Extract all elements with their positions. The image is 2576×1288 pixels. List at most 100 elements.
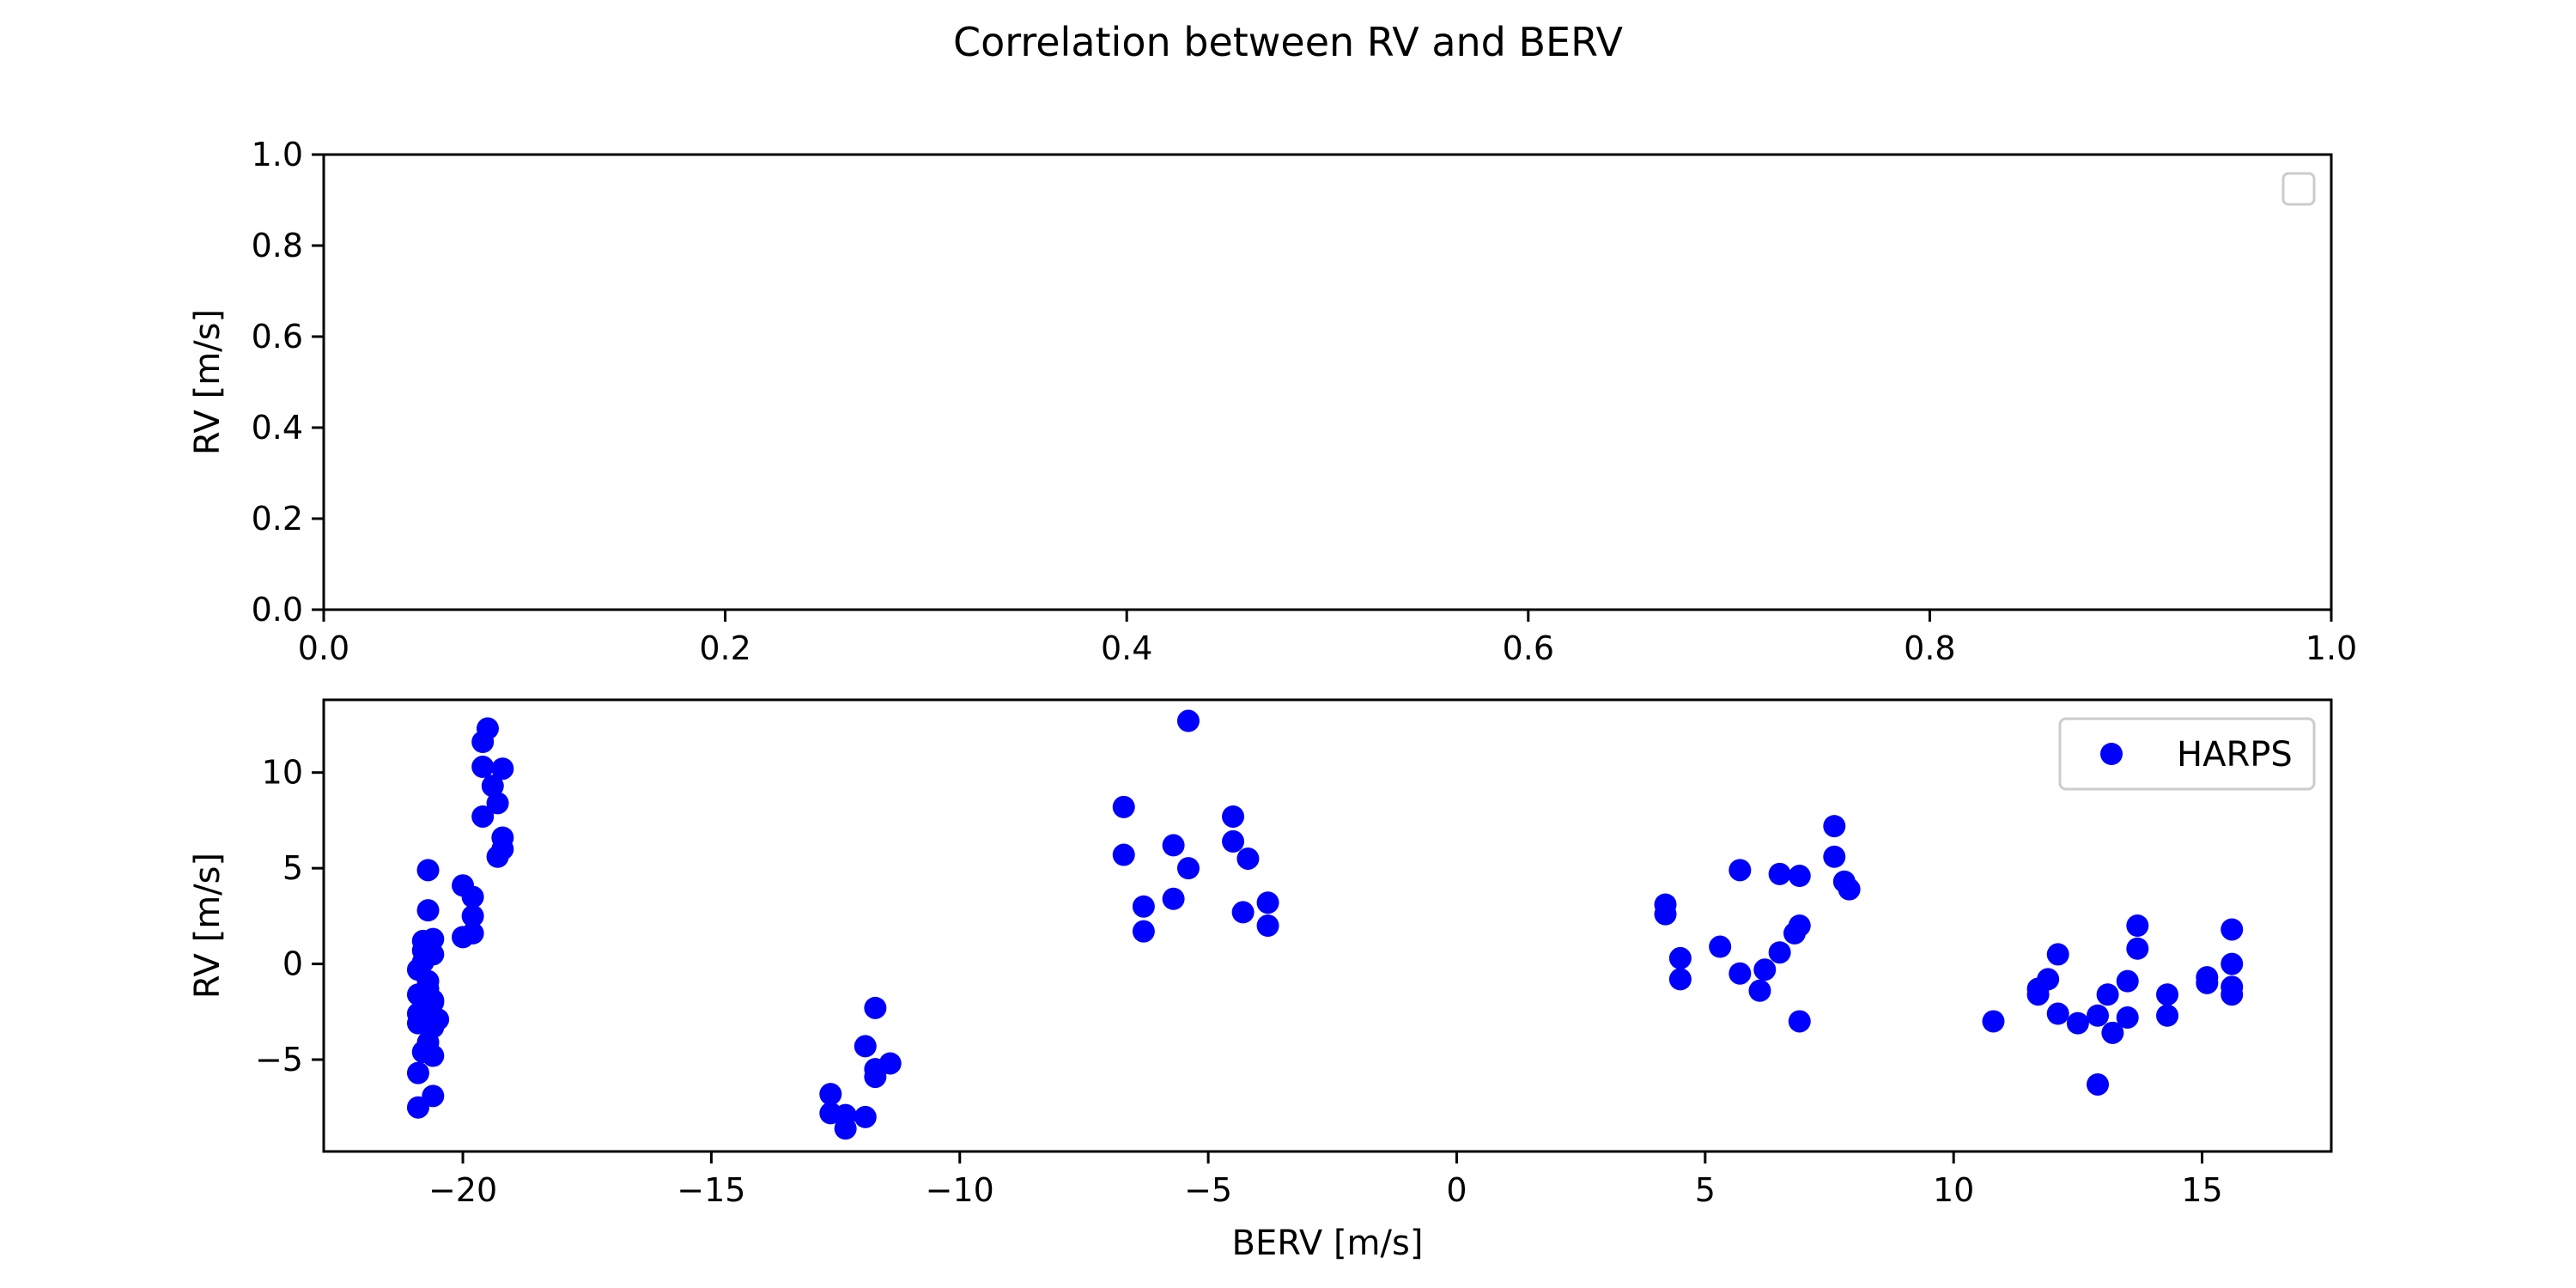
data-point bbox=[1668, 968, 1692, 991]
x-tick-label: −5 bbox=[1184, 1171, 1232, 1209]
data-point bbox=[1162, 834, 1185, 857]
data-point bbox=[1176, 709, 1200, 732]
data-point bbox=[834, 1117, 857, 1140]
data-point bbox=[471, 756, 495, 779]
data-point bbox=[1132, 920, 1155, 943]
data-point bbox=[1256, 914, 1279, 937]
legend-label: HARPS bbox=[2177, 735, 2293, 775]
y-tick-label: 5 bbox=[283, 849, 303, 887]
data-point bbox=[422, 943, 445, 966]
data-point bbox=[1654, 902, 1677, 926]
axes-panel-1: 0.0 0.2 0.4 0.6 0.8 1.0 0.0 0.2 0.4 0.6 0.8 1.0 RV [… bbox=[188, 136, 2357, 667]
data-point bbox=[2087, 1004, 2110, 1027]
data-point bbox=[476, 717, 499, 740]
y-axis-label: RV [m/s] bbox=[188, 309, 228, 455]
x-tick-label: 5 bbox=[1695, 1171, 1716, 1209]
y-tick-label: 0.8 bbox=[252, 227, 303, 264]
legend-box bbox=[2058, 717, 2316, 791]
x-tick-label: 0 bbox=[1446, 1171, 1467, 1209]
data-point bbox=[461, 885, 484, 908]
data-point bbox=[1788, 1010, 1811, 1033]
x-tick-label: −15 bbox=[677, 1171, 745, 1209]
data-point bbox=[2156, 983, 2179, 1006]
data-point bbox=[2196, 971, 2219, 994]
y-tick-label: 0 bbox=[283, 945, 303, 983]
data-point bbox=[854, 1035, 877, 1058]
data-point bbox=[481, 775, 504, 798]
data-point bbox=[1753, 958, 1777, 981]
data-point bbox=[486, 845, 509, 868]
data-point bbox=[1768, 941, 1791, 964]
data-point bbox=[461, 921, 484, 945]
y-tick-label: −5 bbox=[255, 1041, 303, 1078]
x-tick-label: 0.0 bbox=[298, 629, 349, 667]
data-point bbox=[1838, 878, 1861, 901]
x-tick-label: −20 bbox=[428, 1171, 497, 1209]
y-tick-label: 10 bbox=[262, 754, 303, 792]
data-point bbox=[422, 927, 445, 951]
data-point bbox=[2221, 918, 2244, 941]
data-point bbox=[878, 1052, 902, 1075]
data-point bbox=[1222, 829, 1245, 853]
data-point bbox=[1823, 845, 1846, 868]
data-point bbox=[1728, 859, 1752, 882]
data-point bbox=[1176, 857, 1200, 880]
data-point bbox=[2221, 952, 2244, 975]
axes-frame bbox=[322, 698, 2333, 1153]
data-point bbox=[1768, 862, 1791, 885]
y-tick-label: 0.0 bbox=[252, 591, 303, 629]
data-point bbox=[1236, 847, 1260, 870]
data-point bbox=[1709, 935, 1732, 958]
y-axis-label: RV [m/s] bbox=[188, 853, 228, 999]
axes-frame bbox=[322, 153, 2333, 611]
data-point bbox=[1823, 815, 1846, 838]
y-tick-label: 0.4 bbox=[252, 409, 303, 447]
data-point bbox=[416, 977, 440, 1000]
legend-box-empty bbox=[2281, 172, 2316, 206]
data-point bbox=[1748, 979, 1771, 1002]
data-point bbox=[2087, 1072, 2110, 1096]
data-point bbox=[2046, 1002, 2069, 1025]
data-point bbox=[1788, 865, 1811, 888]
data-point bbox=[2126, 937, 2149, 960]
data-point bbox=[461, 904, 484, 927]
data-point bbox=[2096, 983, 2119, 1006]
x-tick-label: 10 bbox=[1933, 1171, 1974, 1209]
data-point bbox=[2116, 969, 2139, 993]
y-tick-label: 0.2 bbox=[252, 500, 303, 538]
data-point bbox=[1112, 795, 1135, 818]
data-point bbox=[2046, 943, 2069, 966]
data-point bbox=[864, 996, 887, 1019]
data-point bbox=[422, 1084, 445, 1108]
data-point bbox=[406, 1061, 429, 1084]
data-point bbox=[2126, 914, 2149, 937]
data-point bbox=[1668, 946, 1692, 969]
legend-marker bbox=[2100, 743, 2123, 765]
y-tick-label: 1.0 bbox=[252, 136, 303, 173]
data-point bbox=[2037, 968, 2060, 991]
axes-panel-2: −20 −15 −10 −5 0 5 10 15 −5 0 5 10 RV [m/s] BERV [m/s… bbox=[188, 698, 2333, 1263]
data-point bbox=[1112, 843, 1135, 866]
data-point bbox=[1788, 914, 1811, 937]
data-point bbox=[2101, 1021, 2124, 1044]
data-point bbox=[2156, 1004, 2179, 1027]
data-point bbox=[2066, 1012, 2089, 1035]
x-tick-label: 1.0 bbox=[2306, 629, 2357, 667]
data-point bbox=[416, 1030, 440, 1054]
data-point bbox=[2116, 1005, 2139, 1029]
data-point bbox=[1231, 901, 1255, 924]
x-tick-label: −10 bbox=[926, 1171, 994, 1209]
data-point bbox=[1222, 805, 1245, 828]
data-point bbox=[1162, 887, 1185, 910]
x-tick-label: 0.2 bbox=[699, 629, 750, 667]
figure-title: Correlation between RV and BERV bbox=[952, 19, 1624, 65]
x-tick-label: 0.4 bbox=[1101, 629, 1152, 667]
y-tick-label: 0.6 bbox=[252, 318, 303, 355]
data-point bbox=[486, 792, 509, 815]
data-point bbox=[1132, 895, 1155, 918]
data-point bbox=[854, 1105, 877, 1128]
data-point bbox=[491, 757, 514, 781]
data-point bbox=[1728, 962, 1752, 985]
x-tick-label: 0.8 bbox=[1904, 629, 1955, 667]
